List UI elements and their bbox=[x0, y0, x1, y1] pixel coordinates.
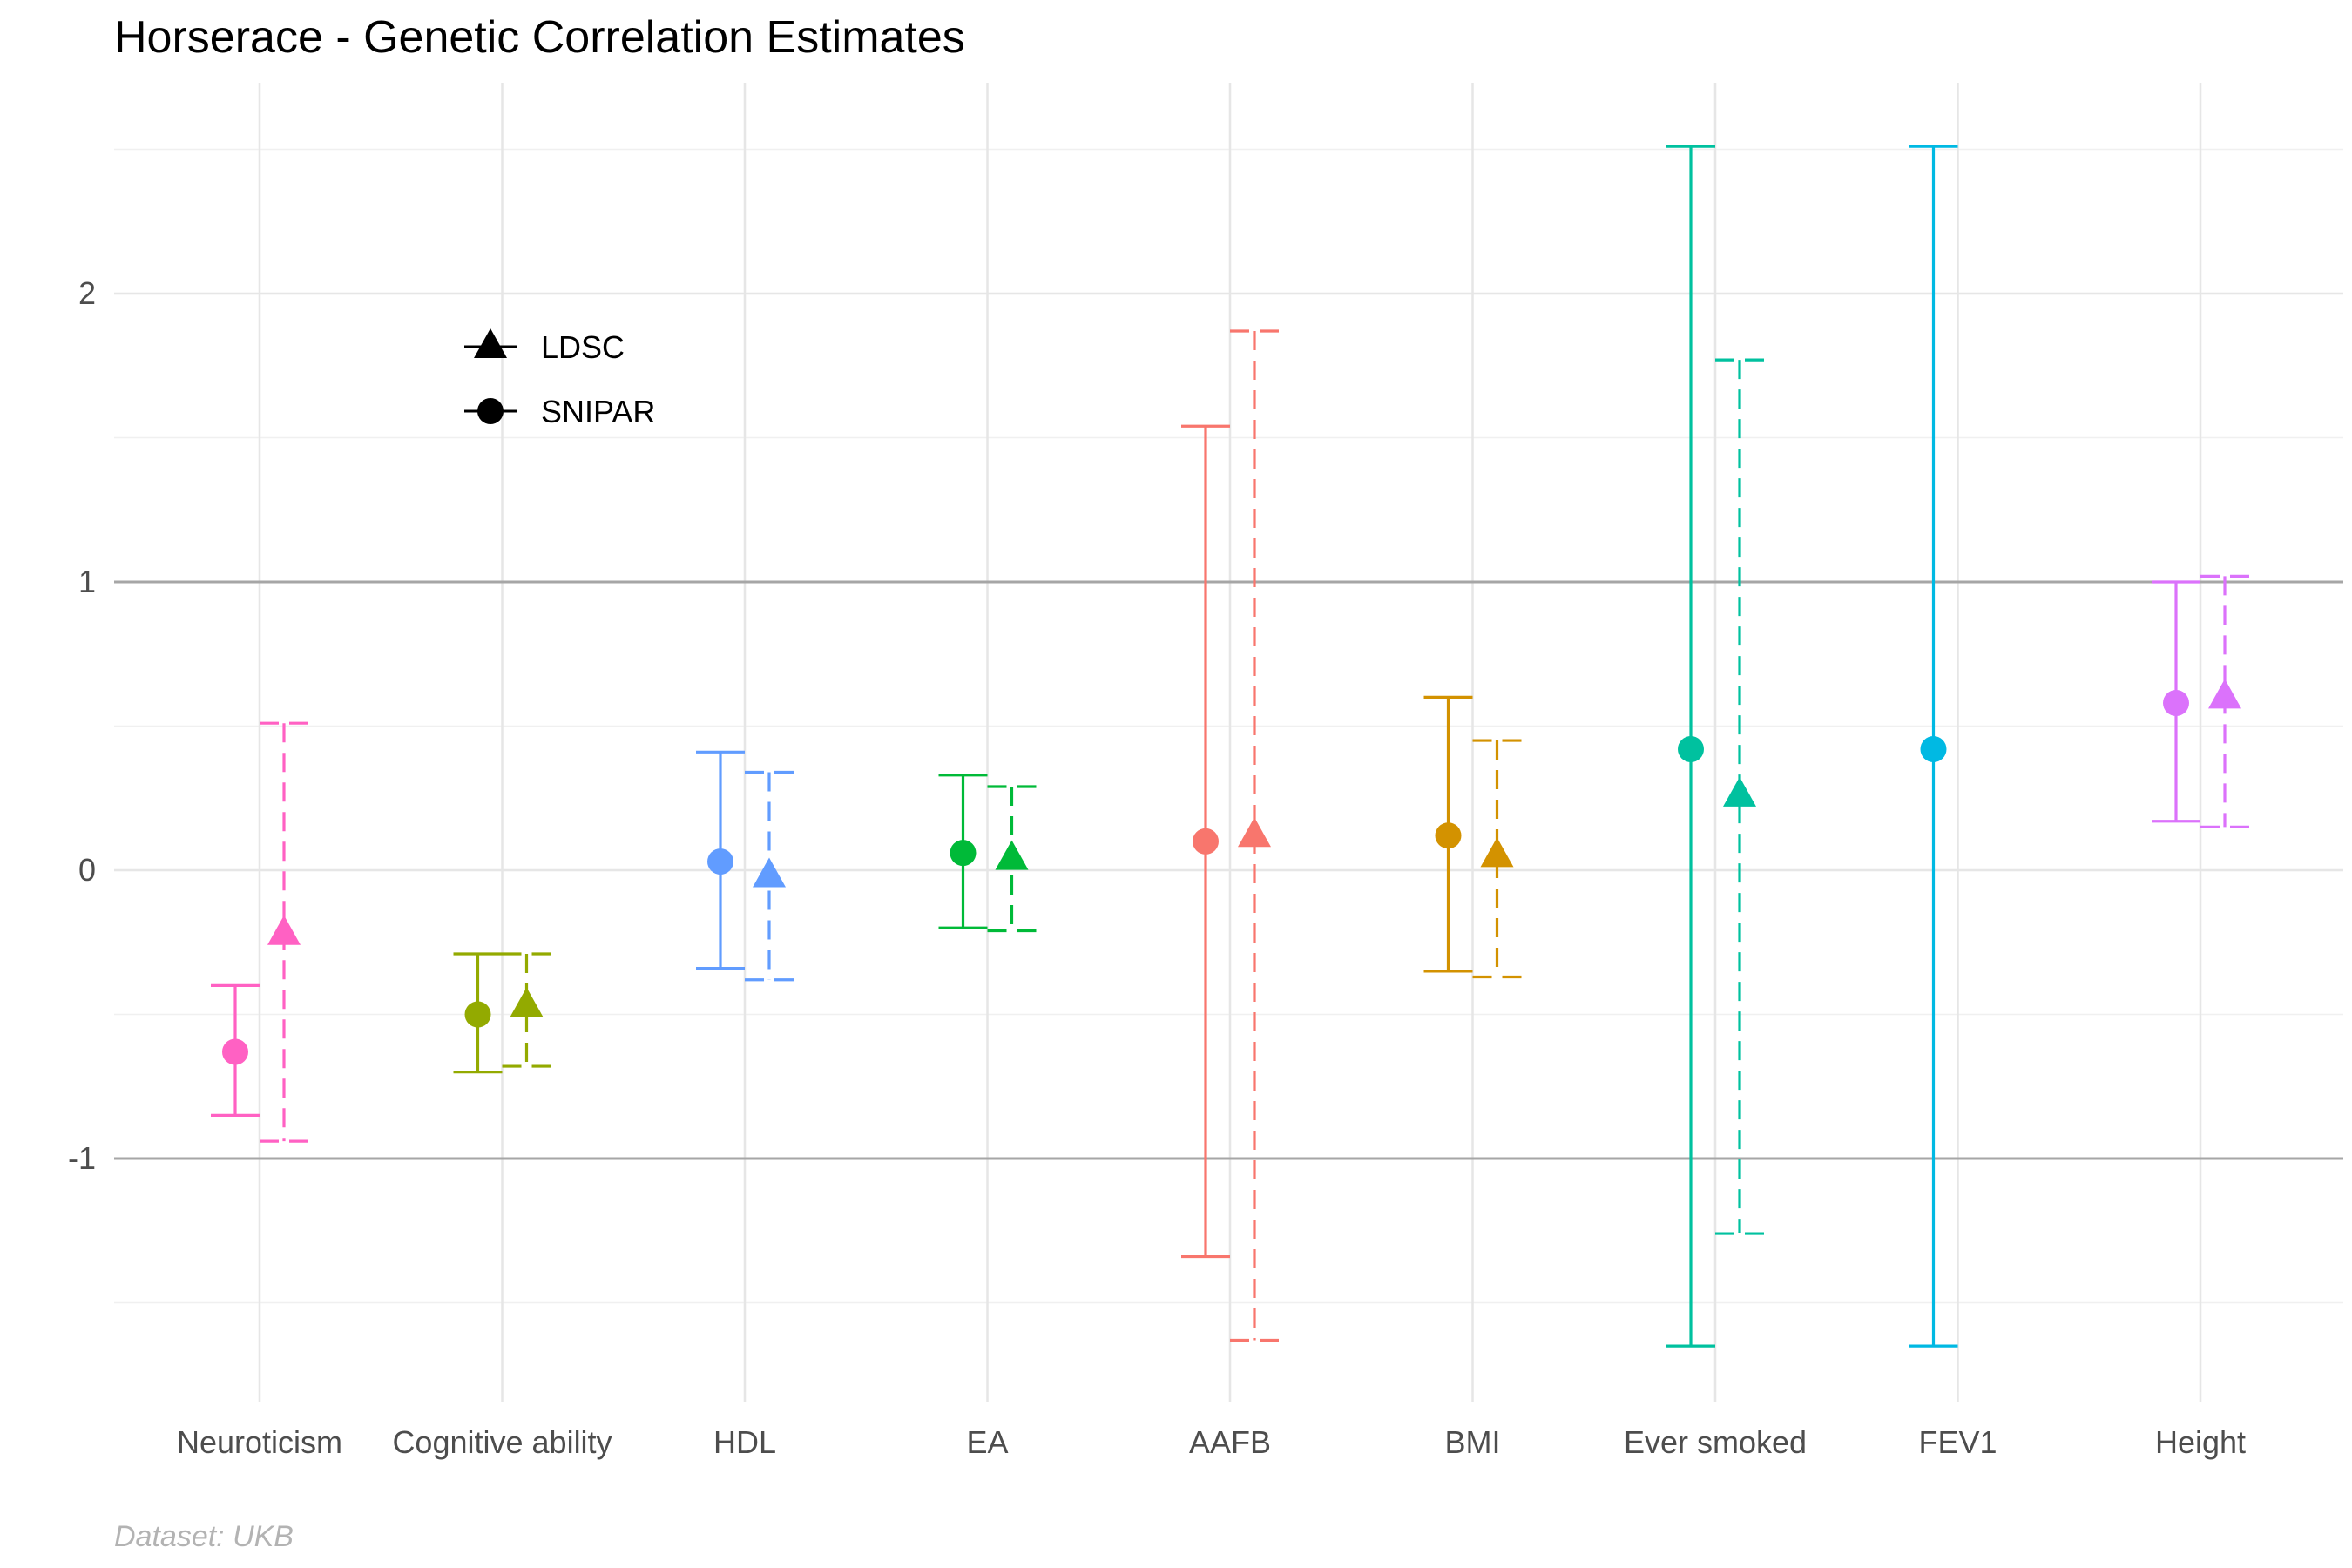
point-circle bbox=[1678, 735, 1704, 762]
legend-entry-snipar: SNIPAR bbox=[464, 394, 655, 429]
y-tick-label: 2 bbox=[78, 275, 96, 311]
snipar-estimate-neuroticism bbox=[211, 983, 260, 1117]
x-tick-label: AAFB bbox=[1189, 1424, 1271, 1460]
legend-entry-ldsc: LDSC bbox=[464, 328, 625, 365]
point-triangle bbox=[995, 840, 1029, 870]
reference-lines bbox=[114, 580, 2343, 1160]
legend-key-circle bbox=[477, 398, 504, 424]
legend: LDSC SNIPAR bbox=[464, 328, 655, 429]
point-circle bbox=[222, 1038, 248, 1065]
x-tick-label: HDL bbox=[713, 1424, 776, 1460]
legend-label: LDSC bbox=[541, 329, 625, 365]
ldsc-estimate-height bbox=[2200, 574, 2249, 828]
y-tick-label: 0 bbox=[78, 852, 96, 888]
x-axis: Neuroticism Cognitive ability HDL EA AAFB BMI… bbox=[177, 1424, 2246, 1460]
x-tick-label: Cognitive ability bbox=[392, 1424, 612, 1460]
legend-label: SNIPAR bbox=[541, 394, 655, 429]
snipar-estimate-bmi bbox=[1423, 695, 1473, 973]
chart-caption: Dataset: UKB bbox=[114, 1520, 294, 1553]
point-triangle bbox=[1480, 837, 1514, 868]
ldsc-estimate-bmi bbox=[1472, 739, 1522, 979]
point-circle bbox=[1193, 828, 1219, 855]
y-tick-label: -1 bbox=[68, 1140, 96, 1176]
snipar-estimate-ea bbox=[938, 774, 988, 929]
ldsc-estimate-cognitive-ability bbox=[502, 952, 551, 1068]
point-circle bbox=[950, 840, 977, 867]
ldsc-estimate-aafb bbox=[1230, 329, 1279, 1342]
snipar-estimate-hdl bbox=[696, 750, 745, 970]
x-tick-label: Height bbox=[2155, 1424, 2246, 1460]
snipar-estimate-aafb bbox=[1181, 424, 1230, 1259]
y-axis: -1 0 1 2 bbox=[68, 275, 96, 1176]
snipar-estimate-ever-smoked bbox=[1666, 145, 1715, 1348]
point-triangle bbox=[1723, 776, 1756, 807]
ldsc-estimate-ever-smoked bbox=[1715, 358, 1764, 1235]
chart-title: Horserace - Genetic Correlation Estimate… bbox=[114, 12, 965, 63]
point-circle bbox=[1435, 822, 1462, 849]
x-tick-label: BMI bbox=[1444, 1424, 1500, 1460]
x-tick-label: Ever smoked bbox=[1624, 1424, 1807, 1460]
ldsc-estimate-neuroticism bbox=[260, 721, 308, 1143]
point-circle bbox=[2163, 690, 2189, 717]
point-circle bbox=[464, 1001, 491, 1028]
y-tick-label: 1 bbox=[78, 564, 96, 599]
point-triangle bbox=[267, 915, 301, 945]
snipar-estimate-cognitive-ability bbox=[453, 952, 503, 1074]
point-triangle bbox=[2208, 679, 2241, 709]
x-tick-label: EA bbox=[966, 1424, 1008, 1460]
point-triangle bbox=[753, 857, 786, 888]
x-tick-label: FEV1 bbox=[1918, 1424, 1997, 1460]
point-triangle bbox=[510, 987, 544, 1017]
snipar-estimate-height bbox=[2152, 580, 2200, 823]
point-circle bbox=[1920, 735, 1947, 762]
x-tick-label: Neuroticism bbox=[177, 1424, 342, 1460]
series-marks bbox=[211, 145, 2249, 1348]
point-triangle bbox=[1238, 817, 1271, 848]
ldsc-estimate-hdl bbox=[745, 770, 794, 982]
point-circle bbox=[707, 848, 733, 875]
legend-key-triangle bbox=[474, 328, 507, 358]
grid bbox=[114, 83, 2343, 1402]
ldsc-estimate-ea bbox=[987, 785, 1037, 933]
snipar-estimate-fev1 bbox=[1909, 145, 1958, 1348]
